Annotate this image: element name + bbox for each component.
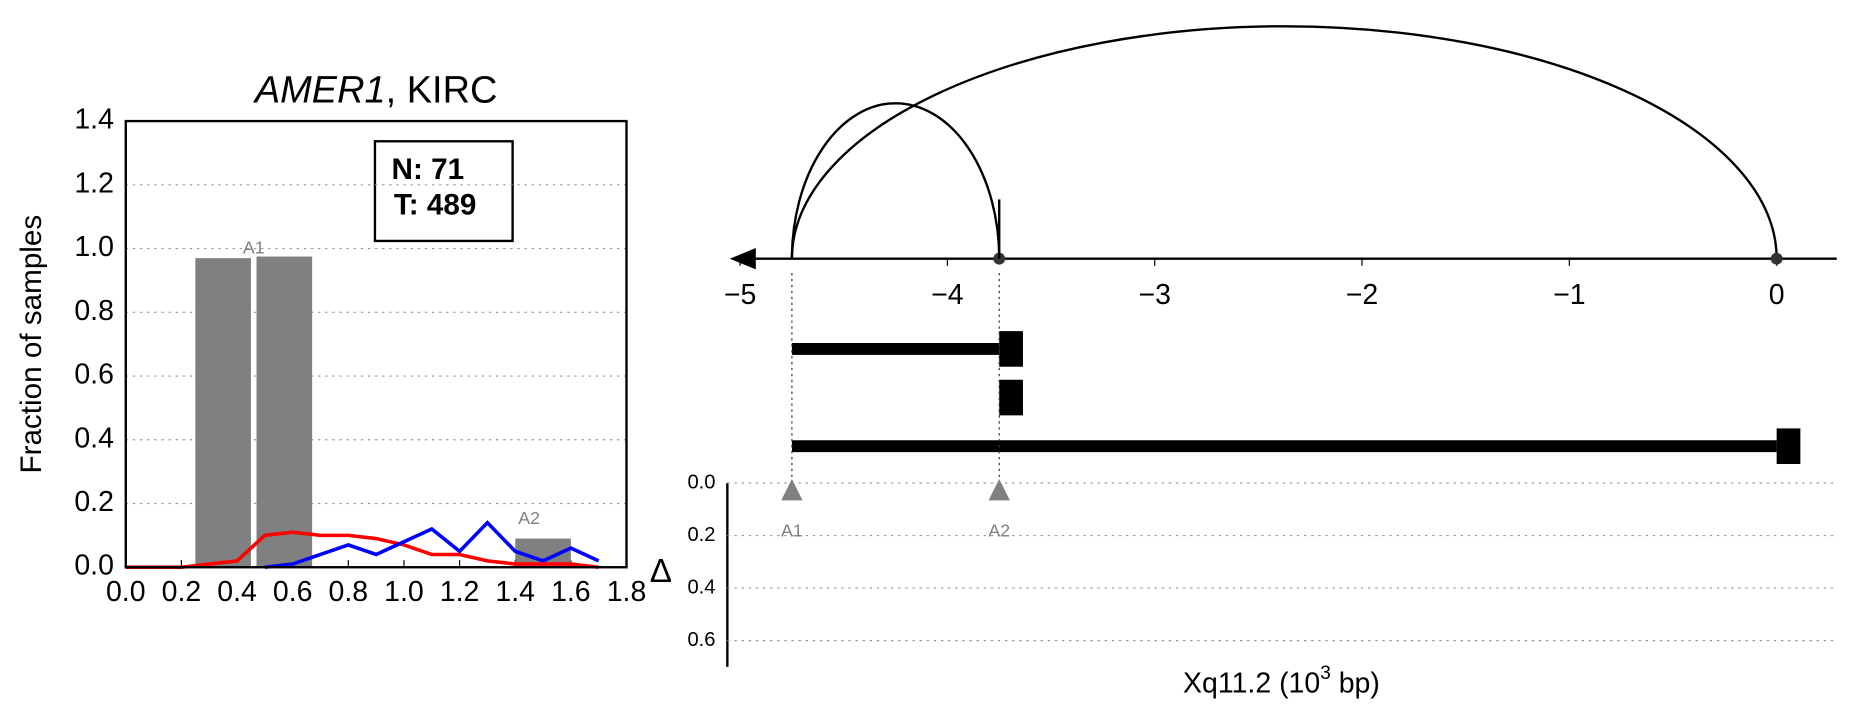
x-tick-label: 1.8 — [607, 576, 647, 608]
x-tick-label: 1.2 — [440, 576, 480, 608]
junction-arc — [790, 102, 1001, 259]
x-tick-label: 0.2 — [162, 576, 202, 608]
bar — [195, 258, 251, 568]
series-line — [264, 520, 600, 570]
x-tick-label: 0.6 — [273, 576, 313, 608]
x-tick-label: 1.0 — [384, 576, 424, 608]
annotation: A1 — [243, 237, 265, 257]
x-tick-label: 0.4 — [217, 576, 257, 608]
y-tick-label: 0.0 — [687, 471, 715, 493]
x-tick-label: 0 — [1769, 279, 1785, 311]
y-tick-label: 0.8 — [74, 295, 114, 327]
x-label-end: bp) — [1331, 667, 1380, 699]
exon — [999, 331, 1023, 367]
plot-frame — [124, 119, 628, 569]
chart-title: AMER1, KIRC — [253, 70, 498, 112]
site-marker — [781, 479, 803, 501]
y-tick-label: 0.0 — [74, 550, 114, 582]
y-tick-label: 1.4 — [74, 104, 114, 136]
title-gene: AMER1 — [253, 70, 386, 112]
x-tick-label: 0.0 — [106, 576, 146, 608]
x-tick-label: −5 — [724, 279, 756, 311]
y-axis-label: Fraction of samples — [15, 215, 48, 474]
y-tick-label: 0.2 — [74, 486, 114, 518]
bar — [256, 256, 313, 568]
x-tick-label: −3 — [1138, 279, 1170, 311]
x-tick-label: −1 — [1553, 279, 1585, 311]
title-rest: , KIRC — [386, 70, 498, 112]
delta-label: Δ — [650, 553, 672, 590]
legend-box — [373, 140, 514, 243]
x-tick-label: −2 — [1346, 279, 1378, 311]
junction-arc — [790, 25, 1778, 259]
axis-arrow — [729, 248, 756, 270]
x-label-sup: 3 — [1320, 663, 1331, 684]
x-tick-label: −4 — [931, 279, 963, 311]
exon — [999, 379, 1023, 416]
site-marker — [988, 479, 1010, 501]
x-label-main: Xq11.2 (10 — [1183, 667, 1320, 699]
y-tick-label: 1.0 — [74, 231, 114, 263]
y-tick-label: 0.2 — [687, 524, 715, 546]
x-tick-label: 1.4 — [495, 576, 535, 608]
y-tick-label: 0.4 — [687, 576, 715, 598]
annotation: A2 — [518, 508, 540, 528]
site-label: A1 — [781, 520, 803, 540]
splice-site — [1770, 252, 1783, 265]
y-tick-label: 0.6 — [74, 359, 114, 391]
y-tick-label: 1.2 — [74, 167, 114, 199]
x-tick-label: 1.6 — [551, 576, 591, 608]
x-axis-label: Xq11.2 (103 bp) — [1183, 663, 1380, 699]
x-tick-label: 0.8 — [329, 576, 369, 608]
exon — [1776, 428, 1801, 465]
legend-entry: N: 71 — [392, 153, 465, 186]
site-label: A2 — [988, 520, 1010, 540]
series-line — [125, 530, 599, 570]
y-tick-label: 0.4 — [74, 422, 114, 454]
y-tick-label: 0.6 — [687, 629, 715, 651]
legend-entry: T: 489 — [394, 188, 476, 221]
